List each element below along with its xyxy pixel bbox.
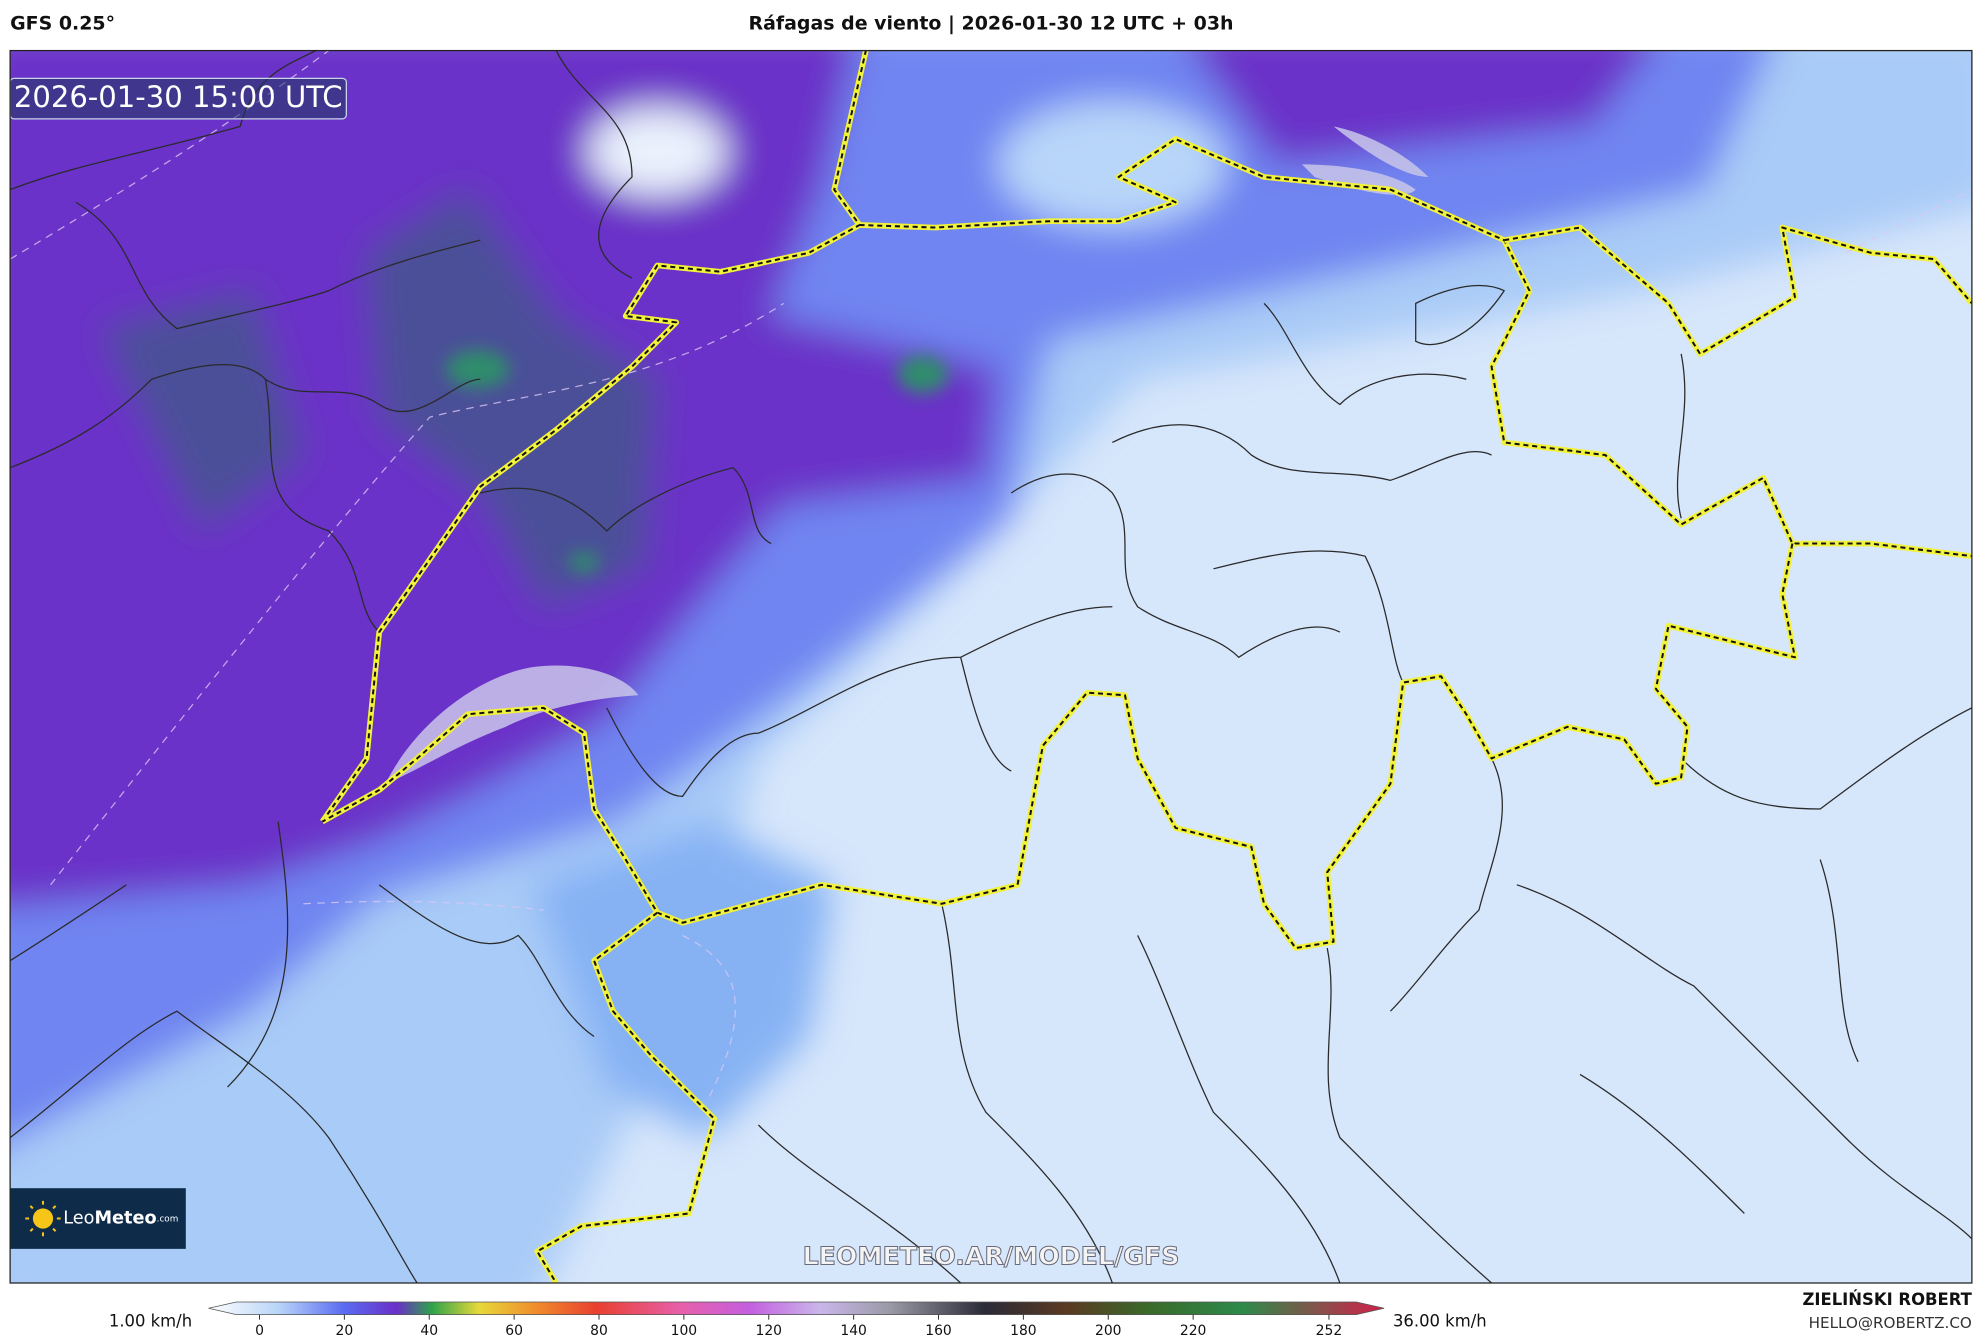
logo-light: Leo — [63, 1209, 94, 1229]
colorbar-tick-label: 100 — [671, 1323, 698, 1339]
map-title: Ráfagas de viento | 2026-01-30 12 UTC + … — [748, 13, 1233, 35]
map-frame — [9, 49, 1973, 1284]
credit-author: ZIELIŃSKI ROBERT — [1802, 1290, 1972, 1309]
colorbar-tick-label: 220 — [1180, 1323, 1207, 1339]
logo-rays — [25, 1200, 61, 1237]
timestamp: 2026-01-30 15:00 UTC — [14, 80, 343, 114]
logo-sun — [32, 1208, 54, 1229]
model-label: GFS 0.25° — [10, 13, 115, 35]
watermark: LEOMETEO.AR/MODEL/GFS — [803, 1242, 1180, 1271]
colorbar-tick-label: 40 — [420, 1323, 438, 1339]
logo-suffix: .com — [157, 1214, 179, 1224]
colorbar-tick-label: 180 — [1010, 1323, 1037, 1339]
pressure-lines — [10, 50, 1972, 1100]
timestamp-box — [10, 77, 347, 120]
colorbar — [208, 1301, 1385, 1315]
colorbar-min-label: 1.00 km/h — [109, 1312, 192, 1331]
colorbar-tick-label: 252 — [1316, 1323, 1343, 1339]
admin-borders — [10, 50, 1972, 1283]
wind-peaks — [446, 350, 949, 573]
credit-email: HELLO@ROBERTZ.CO — [1809, 1314, 1972, 1332]
colorbar-tick-label: 200 — [1095, 1323, 1122, 1339]
colorbar-max-label: 36.00 km/h — [1393, 1312, 1487, 1331]
logo-text: LeoMeteo.com — [63, 1209, 178, 1229]
map-area: 2026-01-30 15:00 UTC LeoMeteo.com LEOMET… — [10, 50, 1972, 1283]
colorbar-tick-label: 140 — [840, 1323, 867, 1339]
logo-bold: Meteo — [94, 1209, 156, 1229]
colorbar-tick-label: 120 — [755, 1323, 782, 1339]
national-borders — [319, 50, 1972, 1283]
colorbar-tick-label: 60 — [505, 1323, 523, 1339]
colorbar-tick-label: 80 — [590, 1323, 608, 1339]
colorbar-tick-label: 0 — [255, 1323, 264, 1339]
colorbar-tick-label: 20 — [336, 1323, 354, 1339]
colorbar-tick-label: 160 — [925, 1323, 952, 1339]
